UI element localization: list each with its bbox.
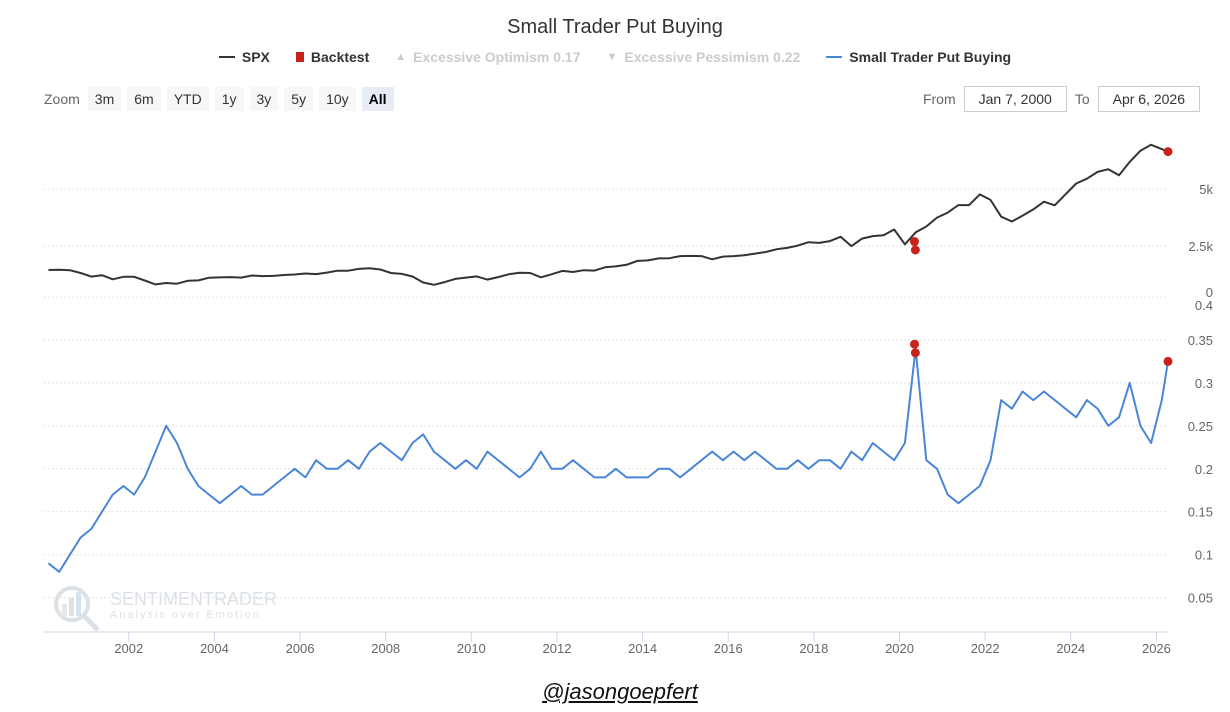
svg-text:SENTIMENTRADER: SENTIMENTRADER (110, 589, 277, 609)
y-tick-label: 2.5k (1188, 239, 1213, 254)
author-handle: @jasongoepfert (542, 679, 698, 704)
legend-label: Excessive Pessimism 0.22 (624, 49, 801, 65)
to-label: To (1074, 91, 1090, 107)
zoom-5y-button[interactable]: 5y (284, 87, 314, 111)
legend-label: SPX (241, 49, 270, 65)
zoom-controls: Zoom 3m 6m YTD 1y 3y 5y 10y All (44, 87, 394, 111)
line-swatch-icon (218, 56, 235, 58)
x-tick-label: 2022 (971, 641, 1000, 656)
backtest-point (910, 245, 920, 255)
y-tick-label: 0.4 (1195, 298, 1213, 313)
x-tick-label: 2012 (543, 641, 572, 656)
legend: SPX Backtest ▲ Excessive Optimism 0.17 ▼ E… (0, 49, 1230, 65)
x-tick-label: 2026 (1142, 641, 1171, 656)
date-range: From Jan 7, 2000 To Apr 6, 2026 (923, 86, 1200, 112)
legend-item-spx[interactable]: SPX (218, 49, 270, 65)
legend-item-backtest[interactable]: Backtest (295, 49, 370, 65)
y-tick-label: 0.15 (1188, 505, 1213, 520)
zoom-3m-button[interactable]: 3m (87, 87, 122, 111)
legend-label: Small Trader Put Buying (849, 49, 1012, 65)
zoom-10y-button[interactable]: 10y (319, 87, 356, 111)
y-tick-label: 0.1 (1195, 548, 1213, 563)
x-tick-label: 2014 (628, 641, 657, 656)
y-tick-label: 0.2 (1195, 462, 1213, 477)
put-buying-line (47, 347, 1169, 573)
line-swatch-icon (826, 56, 843, 58)
chart-title: Small Trader Put Buying (507, 16, 723, 38)
y-tick-label: 5k (1199, 182, 1213, 197)
y-tick-label: 0.35 (1188, 333, 1213, 348)
y-tick-label: 0.25 (1188, 419, 1213, 434)
legend-item-put-buying[interactable]: Small Trader Put Buying (826, 49, 1011, 65)
x-tick-label: 2018 (799, 641, 828, 656)
backtest-point (910, 339, 920, 349)
backtest-point (1163, 356, 1173, 366)
to-date-input[interactable]: Apr 6, 2026 (1097, 86, 1200, 112)
x-tick-label: 2004 (200, 641, 229, 656)
x-tick-label: 2020 (885, 641, 914, 656)
y-tick-label: 0 (1206, 285, 1213, 300)
x-tick-label: 2024 (1056, 641, 1085, 656)
triangle-up-icon: ▲ (395, 51, 407, 63)
y-tick-label: 0.3 (1195, 376, 1213, 391)
legend-label: Excessive Optimism 0.17 (413, 49, 581, 65)
legend-item-excessive-optimism[interactable]: ▲ Excessive Optimism 0.17 (395, 49, 580, 65)
zoom-label: Zoom (44, 91, 80, 107)
zoom-1y-button[interactable]: 1y (214, 87, 244, 111)
legend-label: Backtest (310, 49, 370, 65)
x-tick-label: 2010 (457, 641, 486, 656)
zoom-ytd-button[interactable]: YTD (166, 87, 209, 111)
backtest-point (910, 348, 920, 358)
from-date-input[interactable]: Jan 7, 2000 (963, 86, 1067, 112)
x-tick-label: 2016 (714, 641, 743, 656)
x-tick-label: 2006 (286, 641, 315, 656)
zoom-3y-button[interactable]: 3y (249, 87, 279, 111)
zoom-all-button[interactable]: All (361, 87, 394, 111)
backtest-point (1163, 147, 1173, 157)
spx-line (48, 143, 1169, 286)
from-label: From (922, 91, 956, 107)
x-tick-label: 2008 (371, 641, 400, 656)
sentimentrader-watermark-logo: SENTIMENTRADER Analysis over Emotion (54, 586, 277, 632)
x-tick-label: 2002 (114, 641, 143, 656)
svg-text:Analysis over Emotion: Analysis over Emotion (110, 609, 261, 621)
square-swatch-icon (295, 52, 304, 62)
legend-item-excessive-pessimism[interactable]: ▼ Excessive Pessimism 0.22 (606, 49, 800, 65)
zoom-6m-button[interactable]: 6m (127, 87, 161, 111)
triangle-down-icon: ▼ (606, 51, 618, 63)
y-tick-label: 0.05 (1188, 591, 1213, 606)
backtest-point (910, 237, 920, 247)
